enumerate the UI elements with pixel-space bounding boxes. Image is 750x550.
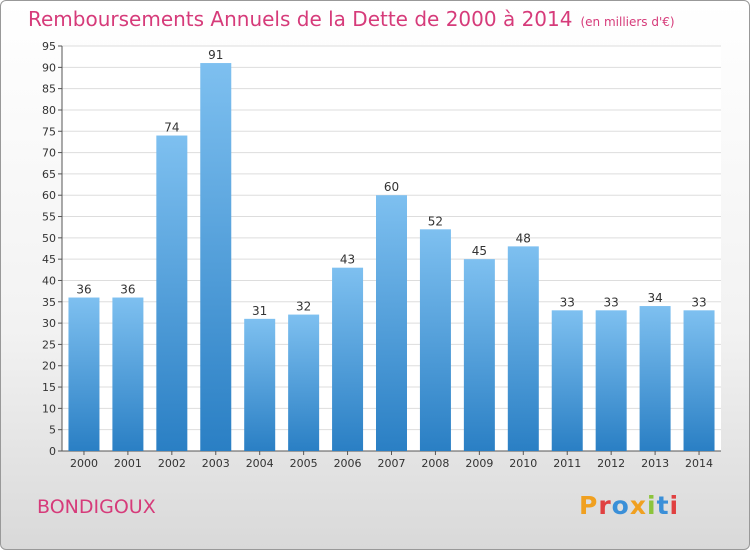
logo-letter: t (656, 491, 670, 520)
bar (288, 314, 320, 451)
bar-value-label: 32 (296, 300, 311, 314)
bar-value-label: 91 (208, 48, 223, 62)
place-name: BONDIGOUX (37, 496, 156, 518)
x-tick-label: 2005 (290, 457, 318, 470)
title-text: Remboursements Annuels de la Dette de 20… (28, 7, 573, 31)
x-tick-label: 2006 (334, 457, 362, 470)
y-tick-label: 30 (42, 317, 56, 330)
y-tick-label: 15 (42, 381, 56, 394)
bar-value-label: 60 (384, 180, 399, 194)
bar (551, 310, 583, 451)
y-tick-label: 45 (42, 253, 56, 266)
unit-note: (en milliers d'€) (580, 15, 675, 29)
bar (156, 135, 188, 452)
y-tick-label: 55 (42, 211, 56, 224)
y-tick-label: 70 (42, 147, 56, 160)
bar-value-label: 33 (560, 295, 575, 309)
bar (595, 310, 627, 451)
y-tick-label: 75 (42, 125, 56, 138)
x-tick-label: 2014 (685, 457, 713, 470)
x-tick-label: 2012 (597, 457, 625, 470)
y-tick-label: 20 (42, 360, 56, 373)
bar-value-label: 33 (691, 295, 706, 309)
y-tick-label: 85 (42, 83, 56, 96)
x-tick-label: 2003 (202, 457, 230, 470)
y-tick-label: 95 (42, 40, 56, 53)
bar (200, 63, 232, 451)
bar-value-label: 36 (120, 283, 135, 297)
bar (683, 310, 715, 451)
logo-letter: o (611, 491, 630, 520)
y-tick-label: 25 (42, 338, 56, 351)
bar (419, 229, 451, 451)
bar (463, 259, 495, 451)
y-tick-label: 35 (42, 296, 56, 309)
y-tick-label: 90 (42, 61, 56, 74)
chart-title: Remboursements Annuels de la Dette de 20… (28, 7, 675, 31)
bar-value-label: 34 (647, 291, 662, 305)
x-tick-label: 2007 (378, 457, 406, 470)
x-tick-label: 2000 (70, 457, 98, 470)
bar (112, 297, 144, 451)
bar-value-label: 33 (604, 295, 619, 309)
y-tick-label: 65 (42, 168, 56, 181)
bar-value-label: 48 (516, 231, 531, 245)
logo-letter: r (598, 491, 612, 520)
y-tick-label: 60 (42, 189, 56, 202)
x-tick-label: 2010 (509, 457, 537, 470)
bar (68, 297, 100, 451)
bar (332, 267, 364, 451)
bar (507, 246, 539, 451)
bar (376, 195, 407, 451)
logo-letter: x (629, 491, 647, 520)
x-tick-label: 2009 (465, 457, 493, 470)
logo-letter: i (647, 491, 657, 520)
x-tick-label: 2004 (246, 457, 274, 470)
y-tick-label: 5 (49, 424, 56, 437)
y-tick-label: 0 (49, 445, 56, 458)
x-tick-label: 2001 (114, 457, 142, 470)
y-tick-label: 50 (42, 232, 56, 245)
proxiti-logo: Proxiti (579, 491, 679, 520)
y-tick-label: 40 (42, 274, 56, 287)
bar-value-label: 74 (164, 121, 179, 135)
x-tick-label: 2002 (158, 457, 186, 470)
bar (639, 306, 671, 451)
bar-value-label: 45 (472, 244, 487, 258)
bar-value-label: 52 (428, 214, 443, 228)
bar-value-label: 36 (76, 283, 91, 297)
bar (244, 318, 276, 451)
bar-value-label: 31 (252, 304, 267, 318)
logo-letter: i (669, 491, 680, 520)
x-tick-label: 2013 (641, 457, 669, 470)
logo-letter: P (579, 491, 599, 520)
x-tick-label: 2011 (553, 457, 581, 470)
y-tick-label: 10 (42, 402, 56, 415)
bar-value-label: 43 (340, 253, 355, 267)
x-tick-label: 2008 (421, 457, 449, 470)
y-tick-label: 80 (42, 104, 56, 117)
